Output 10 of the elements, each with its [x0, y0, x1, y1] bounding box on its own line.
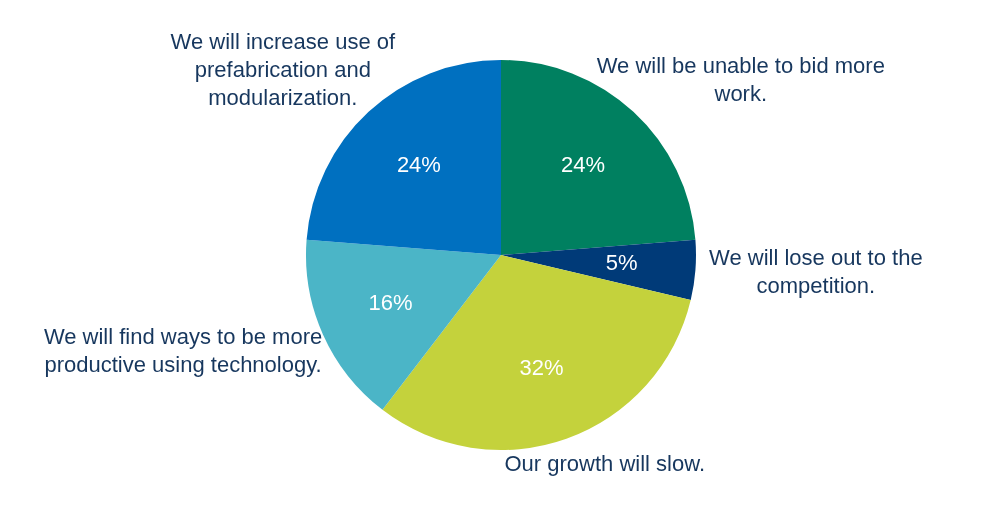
slice-label: We will lose out to the competition.: [709, 245, 923, 299]
data-label: 32%: [519, 354, 564, 380]
slice-label: We will find ways to be more productive using technology.: [43, 323, 323, 377]
data-label: 24%: [561, 152, 606, 178]
slice-label: We will be unable to bid more work.: [596, 53, 885, 107]
data-label: 16%: [368, 290, 413, 316]
slice-label: Our growth will slow.: [504, 451, 706, 477]
data-label: 5%: [605, 250, 638, 276]
slice-label: We will increase use of prefabrication and modularization.: [170, 28, 396, 110]
data-label: 24%: [396, 152, 441, 178]
